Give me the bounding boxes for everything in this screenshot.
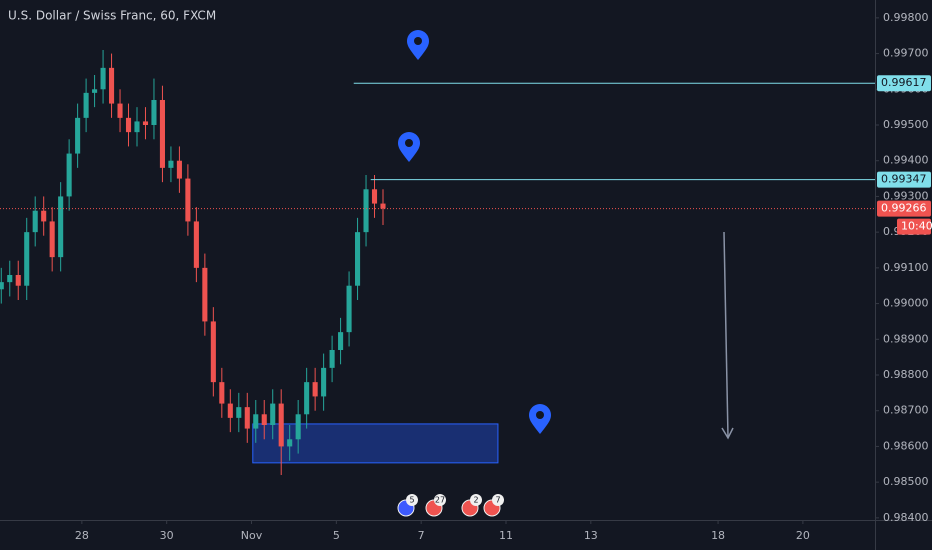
y-tick-label: 0.99700: [883, 47, 929, 60]
x-tick-label: Nov: [241, 529, 263, 542]
candle-body: [287, 439, 293, 447]
candle-body: [278, 403, 284, 447]
candle-body: [329, 350, 335, 368]
y-tick-label: 0.98900: [883, 332, 929, 345]
y-tick-label: 0.99100: [883, 261, 929, 274]
candle-body: [100, 67, 106, 90]
candle-body: [15, 275, 21, 286]
y-tick-label: 0.99800: [883, 11, 929, 24]
candle-body: [109, 67, 115, 104]
pin: [398, 30, 551, 434]
candle-body: [312, 382, 318, 397]
candle-body: [270, 403, 276, 425]
candle-body: [7, 275, 13, 283]
y-tick-label: 0.98500: [883, 475, 929, 488]
price-tag: [877, 171, 931, 188]
x-tick-label: 18: [711, 529, 725, 542]
candle-body: [202, 267, 208, 322]
candle-body: [363, 189, 369, 233]
candle-body: [92, 89, 98, 93]
candle-body: [83, 92, 89, 118]
candle-body: [244, 407, 250, 429]
x-tick-label: 20: [796, 529, 810, 542]
candle-body: [117, 103, 123, 118]
y-tick-label: 0.98600: [883, 439, 929, 452]
candle-body: [24, 232, 30, 286]
event-badge: [470, 494, 482, 506]
candle-body: [338, 332, 344, 350]
x-tick-label: 13: [584, 529, 598, 542]
candle-body: [58, 196, 64, 258]
price-tag-label: 0.99347: [881, 173, 927, 186]
event-badge: [492, 494, 504, 506]
candle-body: [261, 414, 267, 425]
candle-body: [66, 153, 72, 197]
y-tick-label: 0.99300: [883, 189, 929, 202]
y-tick-label: 0.99000: [883, 297, 929, 310]
arrow: [721, 231, 734, 440]
zone: [252, 423, 499, 464]
candle-body: [227, 403, 233, 418]
event-count: 27: [435, 496, 445, 505]
candle-body: [159, 100, 165, 168]
event-badge: [434, 494, 446, 506]
candle-body: [41, 210, 47, 222]
candle-body: [355, 232, 361, 286]
y-tick-label: 0.98800: [883, 368, 929, 381]
candle-body: [219, 382, 225, 404]
candle-body: [253, 414, 259, 429]
event-badge: [406, 494, 418, 506]
price-tag-label: 0.99617: [881, 76, 927, 89]
candle-body: [185, 178, 191, 222]
candle-body: [0, 282, 4, 290]
x-tick-label: 7: [418, 529, 425, 542]
candle-body: [193, 221, 199, 268]
candle-body: [304, 382, 310, 415]
candle-body: [142, 121, 149, 125]
y-tick-label: 0.99400: [883, 154, 929, 167]
candle-body: [321, 367, 327, 397]
candle-body: [134, 121, 140, 133]
countdown-label: 10:40: [901, 220, 932, 233]
y-tick-label: 0.98700: [883, 404, 929, 417]
price-tag: [877, 75, 931, 92]
candle-body: [380, 203, 386, 209]
candle-body: [236, 407, 242, 418]
x-tick-label: 5: [333, 529, 340, 542]
candle-body: [371, 189, 378, 204]
price-tag: [877, 200, 931, 217]
candle-body: [32, 210, 38, 233]
x-tick-label: 30: [160, 529, 174, 542]
plot-area: [0, 50, 875, 475]
price-tag-label: 0.99266: [881, 202, 927, 215]
candle-body: [346, 285, 352, 333]
event-count: 7: [495, 496, 500, 505]
y-tick-label: 0.98400: [883, 511, 929, 524]
candle-body: [75, 117, 81, 154]
chart-title: U.S. Dollar / Swiss Franc, 60, FXCM: [8, 9, 216, 23]
event-count: 2: [473, 496, 478, 505]
candle-body: [151, 100, 157, 125]
x-tick-label: 11: [499, 529, 513, 542]
y-tick-label: 0.99500: [883, 118, 929, 131]
candle-body: [49, 221, 55, 258]
candle-body: [176, 160, 182, 179]
event-count: 5: [409, 496, 414, 505]
candle-body: [125, 117, 132, 133]
candle-body: [295, 414, 301, 440]
candle-body: [168, 160, 174, 168]
x-tick-label: 28: [75, 529, 89, 542]
candle-body: [210, 321, 216, 383]
countdown-tag: [897, 218, 931, 235]
